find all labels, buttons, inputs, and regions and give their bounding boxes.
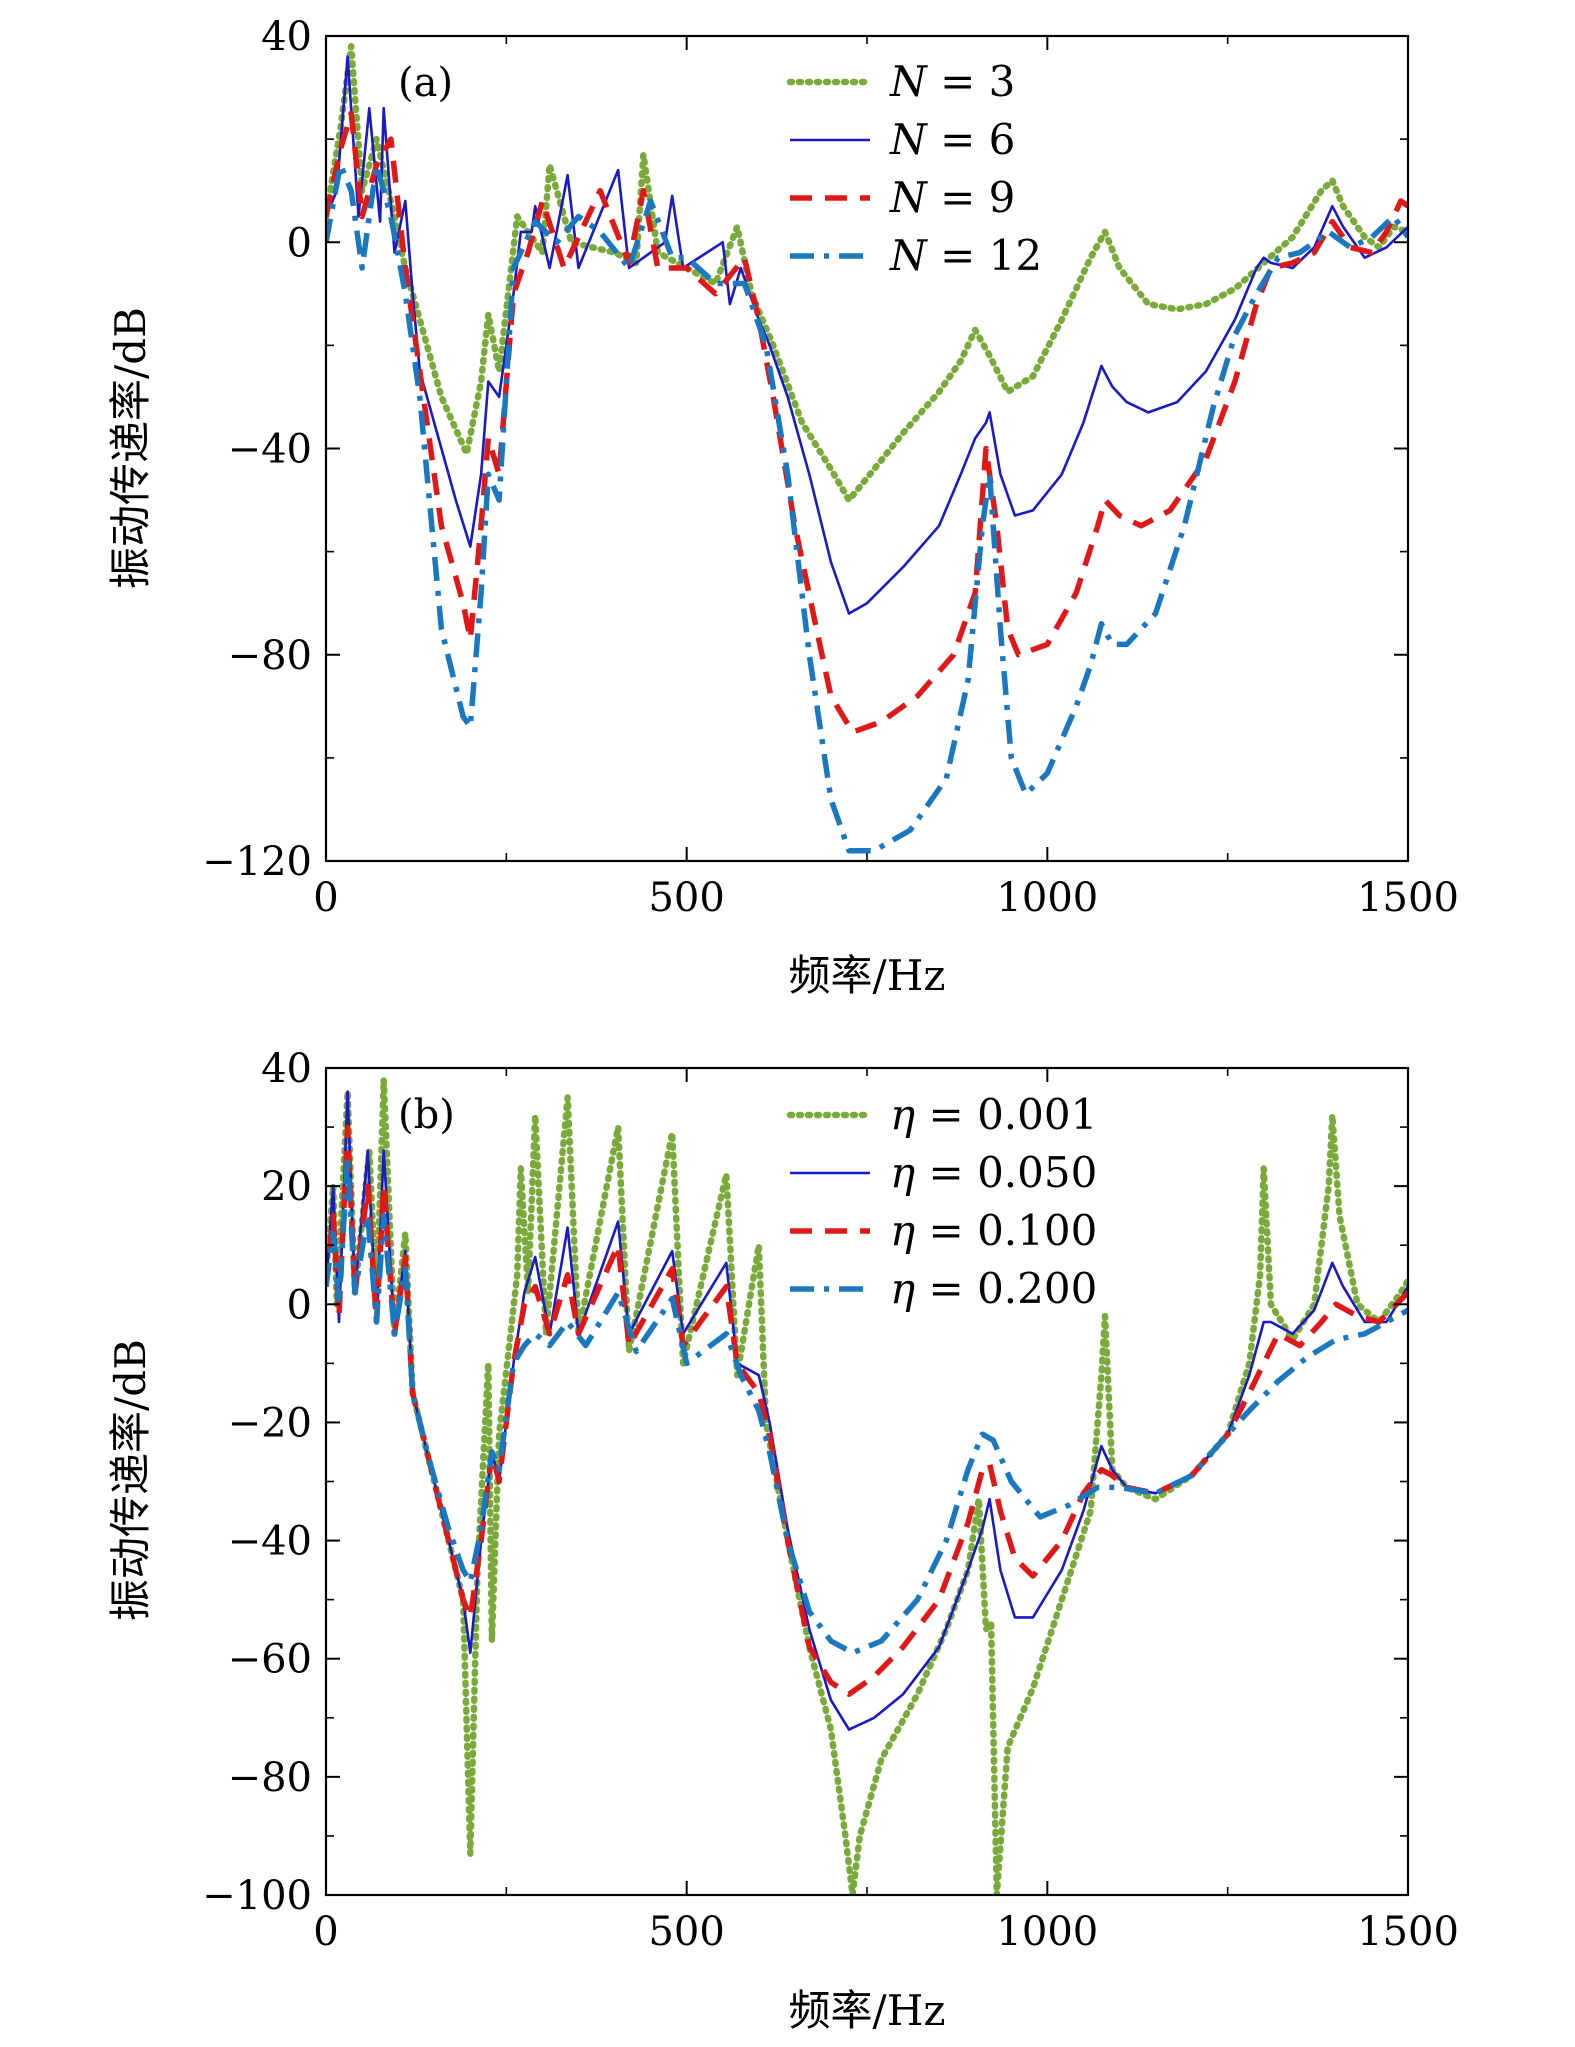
legend-label-var: η: [890, 1206, 915, 1255]
x-tick-label: 1000: [996, 1909, 1098, 1955]
x-tick-label: 0: [313, 875, 338, 921]
legend-label-var: N: [889, 231, 928, 280]
series-line-a-1: [326, 43, 1408, 504]
legend-label-rest: = 0.050: [915, 1148, 1097, 1197]
legend-label-var: η: [890, 1264, 915, 1313]
x-tick-label: 1500: [1357, 875, 1459, 921]
legend-label-rest: = 0.200: [915, 1264, 1097, 1313]
y-tick-label: −100: [202, 1873, 312, 1919]
y-tick-label: −80: [228, 1755, 312, 1801]
panel-b-tick-labels: 0 500 1000 1500 40 20 0 −20 −40 −60 −80 −100: [202, 1046, 1459, 1955]
legend-label-var: η: [890, 1090, 915, 1139]
y-tick-label: −20: [228, 1400, 312, 1446]
series-line-a-2: [326, 55, 1408, 615]
x-tick-label: 500: [648, 875, 724, 921]
legend-label: η = 0.050: [890, 1148, 1097, 1197]
x-tick-label: 0: [313, 1909, 338, 1955]
panel-b-series: [326, 1076, 1408, 1895]
legend-label-rest: = 9: [927, 173, 1016, 222]
legend-label-rest: = 3: [927, 57, 1016, 106]
y-tick-label: −40: [228, 427, 312, 473]
y-tick-label: 0: [287, 1282, 312, 1328]
panel-a-xlabel: 频率/Hz: [789, 951, 946, 1000]
panel-a-label: (a): [398, 60, 453, 106]
panel-b-xlabel: 频率/Hz: [789, 1986, 946, 2035]
panel-a-series: [326, 43, 1408, 854]
legend-label-var: N: [889, 173, 928, 222]
legend-label-var: N: [889, 57, 928, 106]
legend-label-var: η: [890, 1148, 915, 1197]
legend-label: η = 0.200: [890, 1264, 1097, 1313]
panel-a-tick-labels: 0 500 1000 1500 40 0 −40 −80 −120: [202, 14, 1459, 921]
series-line-b-4: [326, 1153, 1408, 1656]
x-tick-label: 1000: [996, 875, 1098, 921]
y-tick-label: 20: [261, 1164, 312, 1210]
panel-b: 0 500 1000 1500 40 20 0 −20 −40 −60 −80 −100 (b) 频率…: [106, 1046, 1459, 2035]
legend-label: N = 9: [889, 173, 1015, 222]
y-tick-label: 0: [287, 220, 312, 266]
x-tick-label: 500: [648, 1909, 724, 1955]
legend-label-rest: = 12: [927, 231, 1042, 280]
panel-b-label: (b): [398, 1092, 455, 1138]
series-line-a-3: [326, 110, 1408, 735]
series-line-a-4: [326, 162, 1408, 854]
panel-a-ylabel: 振动传递率/dB: [106, 307, 155, 589]
x-tick-label: 1500: [1357, 1909, 1459, 1955]
panel-b-ylabel: 振动传递率/dB: [106, 1339, 155, 1621]
y-tick-label: −60: [228, 1637, 312, 1683]
legend-label: η = 0.001: [890, 1090, 1097, 1139]
legend-label-rest: = 6: [927, 115, 1016, 164]
legend-label-rest: = 0.100: [915, 1206, 1097, 1255]
panel-a-legend: N = 3N = 6N = 9N = 12: [786, 57, 1042, 280]
panel-b-ticks: [325, 1067, 1409, 1896]
y-tick-label: −120: [202, 839, 312, 885]
panel-a-ticks: [325, 35, 1409, 862]
y-tick-label: 40: [261, 14, 312, 60]
legend-label: η = 0.100: [890, 1206, 1097, 1255]
y-tick-label: 40: [261, 1046, 312, 1092]
legend-label: N = 12: [889, 231, 1042, 280]
y-tick-label: −80: [228, 633, 312, 679]
panel-a: 0 500 1000 1500 40 0 −40 −80 −120 (a) 频率/Hz 振动传递…: [106, 14, 1459, 1000]
y-tick-label: −40: [228, 1519, 312, 1565]
legend-label: N = 3: [889, 57, 1015, 106]
legend-label-var: N: [889, 115, 928, 164]
legend-label-rest: = 0.001: [915, 1090, 1097, 1139]
legend-label: N = 6: [889, 115, 1015, 164]
